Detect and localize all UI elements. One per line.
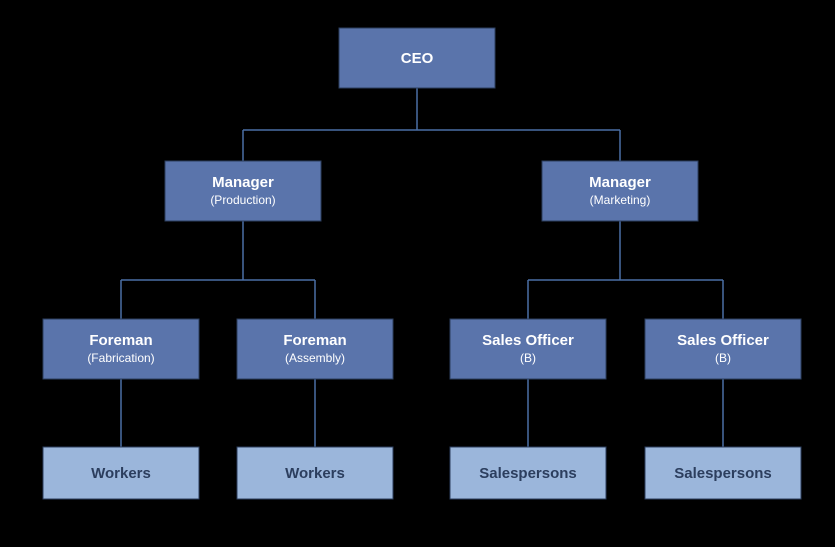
node-title: Manager (589, 174, 651, 191)
node-salespersons-a: Salespersons (450, 447, 606, 499)
org-chart: CEO Manager (Production) Manager (Market… (0, 0, 835, 547)
node-workers-b: Workers (237, 447, 393, 499)
node-title: CEO (401, 50, 434, 67)
node-title: Manager (212, 174, 274, 191)
node-title: Salespersons (674, 465, 772, 482)
node-title: Sales Officer (482, 332, 574, 349)
node-subtitle: (Fabrication) (87, 351, 154, 365)
node-ceo: CEO (339, 28, 495, 88)
node-title: Salespersons (479, 465, 577, 482)
node-title: Workers (91, 465, 151, 482)
node-subtitle: (B) (715, 351, 731, 365)
node-subtitle: (B) (520, 351, 536, 365)
node-title: Workers (285, 465, 345, 482)
node-title: Foreman (89, 332, 152, 349)
node-title: Sales Officer (677, 332, 769, 349)
node-subtitle: (Assembly) (285, 351, 345, 365)
node-title: Foreman (283, 332, 346, 349)
node-mkt-mgr: Manager (Marketing) (542, 161, 698, 221)
node-sales-officer-a: Sales Officer (B) (450, 319, 606, 379)
node-subtitle: (Marketing) (590, 193, 651, 207)
node-foreman-fab: Foreman (Fabrication) (43, 319, 199, 379)
node-prod-mgr: Manager (Production) (165, 161, 321, 221)
node-workers-a: Workers (43, 447, 199, 499)
node-salespersons-b: Salespersons (645, 447, 801, 499)
node-sales-officer-b: Sales Officer (B) (645, 319, 801, 379)
node-foreman-asm: Foreman (Assembly) (237, 319, 393, 379)
node-subtitle: (Production) (210, 193, 275, 207)
